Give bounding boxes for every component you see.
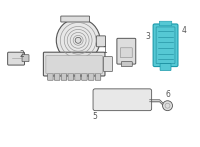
Text: 5: 5 xyxy=(93,112,97,121)
Text: 1: 1 xyxy=(103,46,107,55)
Text: 2: 2 xyxy=(19,50,24,59)
FancyBboxPatch shape xyxy=(160,64,171,71)
FancyBboxPatch shape xyxy=(117,38,136,64)
FancyBboxPatch shape xyxy=(46,56,102,74)
FancyBboxPatch shape xyxy=(8,52,25,65)
Circle shape xyxy=(56,19,100,62)
FancyBboxPatch shape xyxy=(82,74,87,80)
FancyBboxPatch shape xyxy=(61,16,90,22)
FancyBboxPatch shape xyxy=(48,74,53,80)
FancyBboxPatch shape xyxy=(97,36,105,47)
FancyBboxPatch shape xyxy=(103,57,112,72)
FancyBboxPatch shape xyxy=(65,59,81,69)
Circle shape xyxy=(163,101,172,111)
FancyBboxPatch shape xyxy=(88,74,94,80)
FancyBboxPatch shape xyxy=(120,48,132,58)
FancyBboxPatch shape xyxy=(22,55,29,62)
FancyBboxPatch shape xyxy=(68,74,74,80)
FancyBboxPatch shape xyxy=(43,52,105,76)
FancyBboxPatch shape xyxy=(93,89,152,111)
Text: 3: 3 xyxy=(145,32,150,41)
FancyBboxPatch shape xyxy=(61,74,67,80)
Circle shape xyxy=(75,37,81,43)
FancyBboxPatch shape xyxy=(159,21,172,26)
FancyBboxPatch shape xyxy=(75,74,80,80)
FancyBboxPatch shape xyxy=(153,24,178,67)
Text: 4: 4 xyxy=(182,26,187,35)
FancyBboxPatch shape xyxy=(54,74,60,80)
FancyBboxPatch shape xyxy=(95,74,101,80)
FancyBboxPatch shape xyxy=(121,62,132,67)
Text: 6: 6 xyxy=(165,90,170,99)
